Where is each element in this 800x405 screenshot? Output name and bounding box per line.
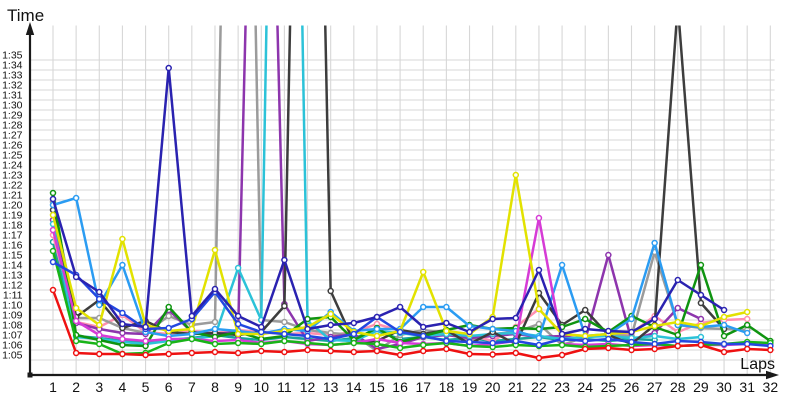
svg-text:24: 24 (577, 379, 593, 395)
svg-text:19: 19 (462, 379, 478, 395)
svg-text:6: 6 (165, 379, 173, 395)
svg-text:31: 31 (739, 379, 755, 395)
svg-text:1:33: 1:33 (2, 70, 23, 82)
svg-text:18: 18 (439, 379, 455, 395)
svg-text:1:07: 1:07 (2, 330, 23, 342)
svg-text:1:24: 1:24 (2, 160, 23, 172)
svg-text:10: 10 (253, 379, 269, 395)
svg-text:1:30: 1:30 (2, 100, 23, 112)
svg-text:1:18: 1:18 (2, 220, 23, 232)
svg-text:1:34: 1:34 (2, 60, 23, 72)
svg-text:26: 26 (624, 379, 640, 395)
svg-text:5: 5 (142, 379, 150, 395)
svg-text:32: 32 (763, 379, 779, 395)
svg-text:23: 23 (554, 379, 570, 395)
svg-text:16: 16 (392, 379, 408, 395)
svg-text:1:06: 1:06 (2, 340, 23, 352)
svg-text:1:11: 1:11 (3, 290, 23, 302)
svg-text:1:20: 1:20 (2, 200, 23, 212)
svg-text:1:17: 1:17 (2, 230, 23, 242)
svg-text:1:10: 1:10 (2, 300, 23, 312)
svg-text:1:31: 1:31 (2, 90, 23, 102)
svg-text:1:19: 1:19 (2, 210, 23, 222)
svg-text:1:23: 1:23 (2, 170, 23, 182)
svg-text:1:15: 1:15 (2, 250, 23, 262)
svg-text:30: 30 (716, 379, 732, 395)
svg-text:27: 27 (647, 379, 663, 395)
svg-text:7: 7 (188, 379, 196, 395)
svg-text:3: 3 (95, 379, 103, 395)
svg-text:1:27: 1:27 (2, 130, 23, 142)
svg-text:9: 9 (234, 379, 242, 395)
svg-text:1:29: 1:29 (2, 110, 23, 122)
svg-text:Laps: Laps (740, 356, 775, 373)
svg-text:20: 20 (485, 379, 501, 395)
svg-text:1:14: 1:14 (2, 260, 23, 272)
svg-text:1:05: 1:05 (2, 350, 23, 362)
svg-text:25: 25 (601, 379, 617, 395)
svg-text:14: 14 (346, 379, 362, 395)
svg-text:1:08: 1:08 (2, 320, 23, 332)
svg-text:22: 22 (531, 379, 547, 395)
svg-text:13: 13 (323, 379, 339, 395)
svg-text:1:28: 1:28 (2, 120, 23, 132)
svg-text:1:26: 1:26 (2, 140, 23, 152)
svg-text:28: 28 (670, 379, 686, 395)
svg-text:4: 4 (119, 379, 127, 395)
svg-text:1:13: 1:13 (2, 270, 23, 282)
svg-text:1:21: 1:21 (2, 190, 23, 202)
svg-text:1:22: 1:22 (2, 180, 23, 192)
svg-text:15: 15 (369, 379, 385, 395)
svg-text:1: 1 (49, 379, 57, 395)
svg-text:21: 21 (508, 379, 524, 395)
svg-text:Time: Time (7, 6, 44, 25)
svg-text:2: 2 (72, 379, 80, 395)
svg-text:12: 12 (300, 379, 316, 395)
svg-text:1:35: 1:35 (2, 50, 23, 62)
svg-text:8: 8 (211, 379, 219, 395)
svg-text:17: 17 (415, 379, 431, 395)
svg-text:1:32: 1:32 (2, 80, 23, 92)
svg-text:29: 29 (693, 379, 709, 395)
svg-text:1:09: 1:09 (2, 310, 23, 322)
svg-text:11: 11 (277, 379, 292, 395)
svg-text:1:25: 1:25 (2, 150, 23, 162)
svg-text:1:12: 1:12 (2, 280, 23, 292)
svg-text:1:16: 1:16 (2, 240, 23, 252)
